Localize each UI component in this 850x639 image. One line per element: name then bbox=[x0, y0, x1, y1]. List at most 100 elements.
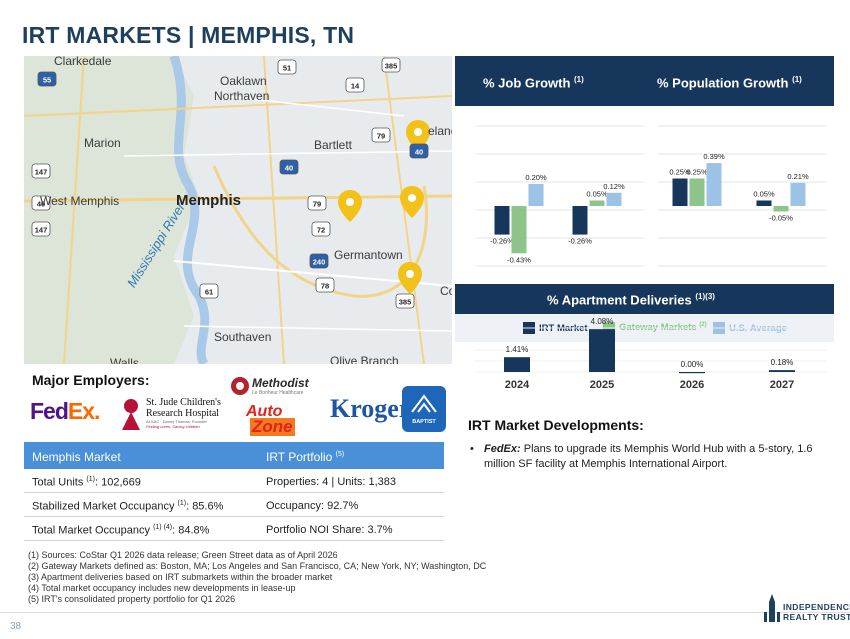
route-shield-icon bbox=[395, 293, 415, 309]
route-shield-label: 14 bbox=[351, 82, 360, 91]
footnote: (4) Total market occupancy includes new … bbox=[28, 583, 296, 593]
route-shield-icon bbox=[315, 277, 335, 293]
map-label-lakeland: elanc bbox=[428, 124, 452, 138]
footnote: (2) Gateway Markets defined as: Boston, … bbox=[28, 561, 487, 571]
route-shield-icon bbox=[199, 283, 219, 299]
map-label-walls: Walls bbox=[110, 356, 139, 364]
map-label-southaven: Southaven bbox=[214, 330, 272, 344]
bar bbox=[494, 206, 510, 235]
map-label-northaven: Northaven bbox=[214, 89, 270, 103]
bar bbox=[689, 178, 705, 206]
map-label-memphis: Memphis bbox=[176, 192, 242, 209]
data-label: -0.26% bbox=[490, 237, 514, 246]
bar bbox=[504, 357, 530, 372]
developments-title: IRT Market Developments: bbox=[468, 417, 644, 433]
table-header: Memphis Market IRT Portfolio (5) bbox=[24, 442, 444, 469]
route-shield-icon bbox=[31, 221, 51, 237]
route-shield-icon bbox=[279, 159, 299, 175]
footnotes: (1) Sources: CoStar Q1 2026 data release… bbox=[28, 550, 486, 605]
route-shield-icon bbox=[307, 195, 327, 211]
pop-growth-header: % Population Growth (1) bbox=[657, 75, 802, 91]
irt-logo-text: INDEPENDENCE REALTY TRUST bbox=[783, 602, 850, 622]
bar bbox=[572, 206, 588, 235]
table-header-portfolio: IRT Portfolio (5) bbox=[266, 450, 345, 464]
route-shield-label: 40 bbox=[415, 148, 423, 157]
tick-label: 2025 bbox=[590, 379, 614, 391]
market-map[interactable]: 55 51 385 14 79 40 147 40 147 40 79 72 240 61 78 385 Cl… bbox=[24, 56, 452, 364]
bar bbox=[679, 372, 705, 374]
route-shield-label: 385 bbox=[399, 298, 412, 307]
route-shield-label: 240 bbox=[313, 258, 326, 267]
table-row: Stabilized Market Occupancy (1): 85.6% O… bbox=[24, 493, 444, 517]
map-label-oaklawn: Oaklawn bbox=[220, 74, 267, 88]
kroger-logo: Kroger bbox=[330, 394, 411, 423]
growth-chart: -0.26%-0.43%0.20%2025-0.26%0.05%0.12%202… bbox=[475, 125, 827, 305]
map-label-clarkedale: Clarkedale bbox=[54, 56, 112, 68]
irt-logo-icon bbox=[764, 594, 780, 622]
map-pin-icon[interactable] bbox=[400, 186, 424, 218]
methodist-emblem-icon bbox=[231, 377, 249, 395]
map-pin-icon[interactable] bbox=[398, 262, 422, 294]
route-shield-icon bbox=[311, 221, 331, 237]
map-pin-icon[interactable] bbox=[338, 190, 362, 222]
bar bbox=[769, 370, 795, 372]
route-shield-label: 147 bbox=[35, 168, 48, 177]
bar bbox=[589, 200, 605, 206]
route-shield-label: 147 bbox=[35, 226, 48, 235]
route-shield-icon bbox=[31, 195, 51, 211]
footnote: (3) Apartment deliveries based on IRT su… bbox=[28, 572, 333, 582]
stjude-logo: St. Jude Children's Research Hospital AL… bbox=[118, 396, 222, 432]
data-label: 0.00% bbox=[681, 360, 704, 369]
route-shield-label: 79 bbox=[377, 132, 385, 141]
apartment-chart: 1.41% 2024 4.08% 2025 0.00% 2026 0.18% 2027 bbox=[475, 317, 827, 391]
page-title: IRT MARKETS | MEMPHIS, TN bbox=[22, 22, 355, 48]
data-label: 0.18% bbox=[771, 358, 794, 367]
route-shield-icon bbox=[31, 163, 51, 179]
map-label-collierville: Co bbox=[440, 284, 452, 298]
methodist-logo: Methodist Le Bonheur Healthcare bbox=[230, 376, 322, 400]
route-shield-icon bbox=[37, 71, 57, 87]
baptist-logo: BAPTIST bbox=[402, 386, 446, 432]
map-canvas: 55 51 385 14 79 40 147 40 147 40 79 72 240 61 78 385 bbox=[24, 56, 452, 364]
data-label: -0.05% bbox=[769, 214, 793, 223]
baptist-emblem-icon bbox=[411, 394, 437, 413]
bar bbox=[606, 192, 622, 206]
bar bbox=[773, 206, 789, 212]
bar bbox=[756, 200, 772, 206]
data-label: 0.39% bbox=[703, 152, 725, 161]
footnote: (5) IRT's consolidated property portfoli… bbox=[28, 594, 236, 604]
apt-header: % Apartment Deliveries (1)(3) bbox=[455, 284, 834, 314]
table-row: Total Market Occupancy (1) (4): 84.8% Po… bbox=[24, 517, 444, 541]
route-shield-label: 40 bbox=[285, 164, 293, 173]
tick-label: 2027 bbox=[770, 379, 794, 391]
data-label: 0.25% bbox=[686, 168, 708, 177]
route-shield-label: 61 bbox=[205, 288, 213, 297]
route-shield-icon bbox=[309, 253, 329, 269]
data-label: 0.05% bbox=[753, 190, 775, 199]
data-label: -0.26% bbox=[568, 237, 592, 246]
route-shield-icon bbox=[409, 143, 429, 159]
job-growth-header: % Job Growth (1) bbox=[483, 75, 584, 91]
map-label-olive-branch: Olive Branch bbox=[330, 354, 399, 364]
data-label: 4.08% bbox=[591, 317, 614, 326]
fedex-logo: FedEx. bbox=[30, 398, 101, 424]
tick-label: 2024 bbox=[505, 379, 530, 391]
map-label-bartlett: Bartlett bbox=[314, 138, 353, 152]
page-number: 38 bbox=[10, 621, 22, 632]
map-label-germantown: Germantown bbox=[334, 248, 403, 262]
data-label: 0.12% bbox=[603, 182, 625, 191]
route-shield-label: 385 bbox=[385, 62, 398, 71]
data-label: 0.20% bbox=[525, 173, 547, 182]
footer-divider bbox=[0, 612, 850, 613]
route-shield-label: 55 bbox=[43, 76, 51, 85]
bar bbox=[589, 329, 615, 372]
bar bbox=[706, 163, 722, 206]
growth-header: % Job Growth (1) % Population Growth (1) bbox=[455, 56, 834, 106]
tick-label: 2026 bbox=[680, 379, 704, 391]
data-label: 0.25% bbox=[669, 168, 691, 177]
route-shield-label: 40 bbox=[37, 200, 45, 209]
stjude-emblem-icon bbox=[122, 399, 140, 430]
market-table: Memphis Market IRT Portfolio (5) Total U… bbox=[24, 442, 444, 541]
bar bbox=[511, 206, 527, 254]
data-label: 1.41% bbox=[506, 345, 529, 354]
